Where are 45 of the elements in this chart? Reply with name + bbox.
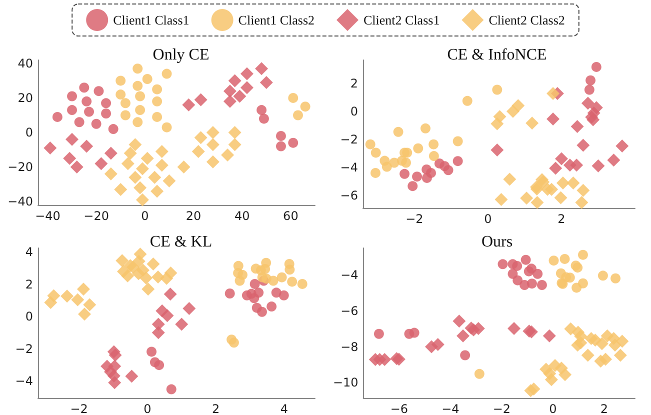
x-tick-label: −2: [70, 402, 88, 415]
y-tick-label: 0: [25, 126, 33, 140]
x-tick-label: 0: [144, 402, 152, 415]
x-tick-label: 60: [283, 209, 298, 223]
y-tick-label: −4: [340, 268, 358, 282]
y-tick-label: 2: [25, 277, 33, 292]
x-tick-label: 2: [558, 212, 566, 226]
legend-label: Client1 Class1: [113, 12, 190, 28]
y-tick-label: −4: [340, 160, 358, 175]
y-tick-label: −4: [15, 374, 33, 388]
x-tick-label: 0: [141, 209, 149, 223]
x-tick-label: −6: [390, 402, 408, 415]
x-tick-label: 40: [234, 209, 250, 223]
x-tick-label: 4: [280, 402, 288, 415]
chart-title: Only CE: [152, 46, 210, 64]
x-tick-label: 20: [186, 209, 202, 223]
y-tick-label: 0: [350, 104, 358, 119]
y-tick-label: −40: [8, 194, 33, 209]
y-tick-label: 2: [350, 76, 358, 91]
y-tick-label: 20: [18, 90, 33, 105]
y-tick-label: 40: [18, 56, 33, 70]
x-tick-label: −4: [442, 402, 460, 415]
x-tick-label: −40: [35, 209, 60, 223]
x-tick-label: 0: [484, 212, 492, 226]
x-tick-label: −2: [406, 212, 424, 226]
y-tick-label: −2: [15, 342, 33, 356]
x-tick-label: −2: [492, 402, 511, 415]
x-tick-label: −20: [84, 209, 109, 223]
y-tick-label: −6: [340, 188, 358, 202]
y-tick-label: −2: [340, 132, 358, 147]
chart-title: Ours: [481, 234, 513, 250]
legend-label: Client1 Class2: [238, 12, 315, 28]
legend-label: Client2 Class1: [364, 12, 440, 28]
y-tick-label: 0: [25, 310, 33, 324]
x-tick-label: 2: [600, 402, 608, 415]
chart-title: CE & InfoNCE: [447, 46, 547, 64]
y-tick-label: −6: [340, 304, 358, 318]
x-tick-label: 2: [212, 402, 220, 415]
y-tick-label: −20: [8, 160, 33, 174]
legend-label: Client2 Class2: [488, 12, 565, 28]
chart-title: CE & KL: [150, 234, 212, 250]
y-tick-label: −8: [340, 340, 358, 354]
y-tick-label: 4: [25, 245, 33, 260]
x-tick-label: 0: [549, 402, 557, 415]
y-tick-label: −10: [332, 376, 358, 390]
